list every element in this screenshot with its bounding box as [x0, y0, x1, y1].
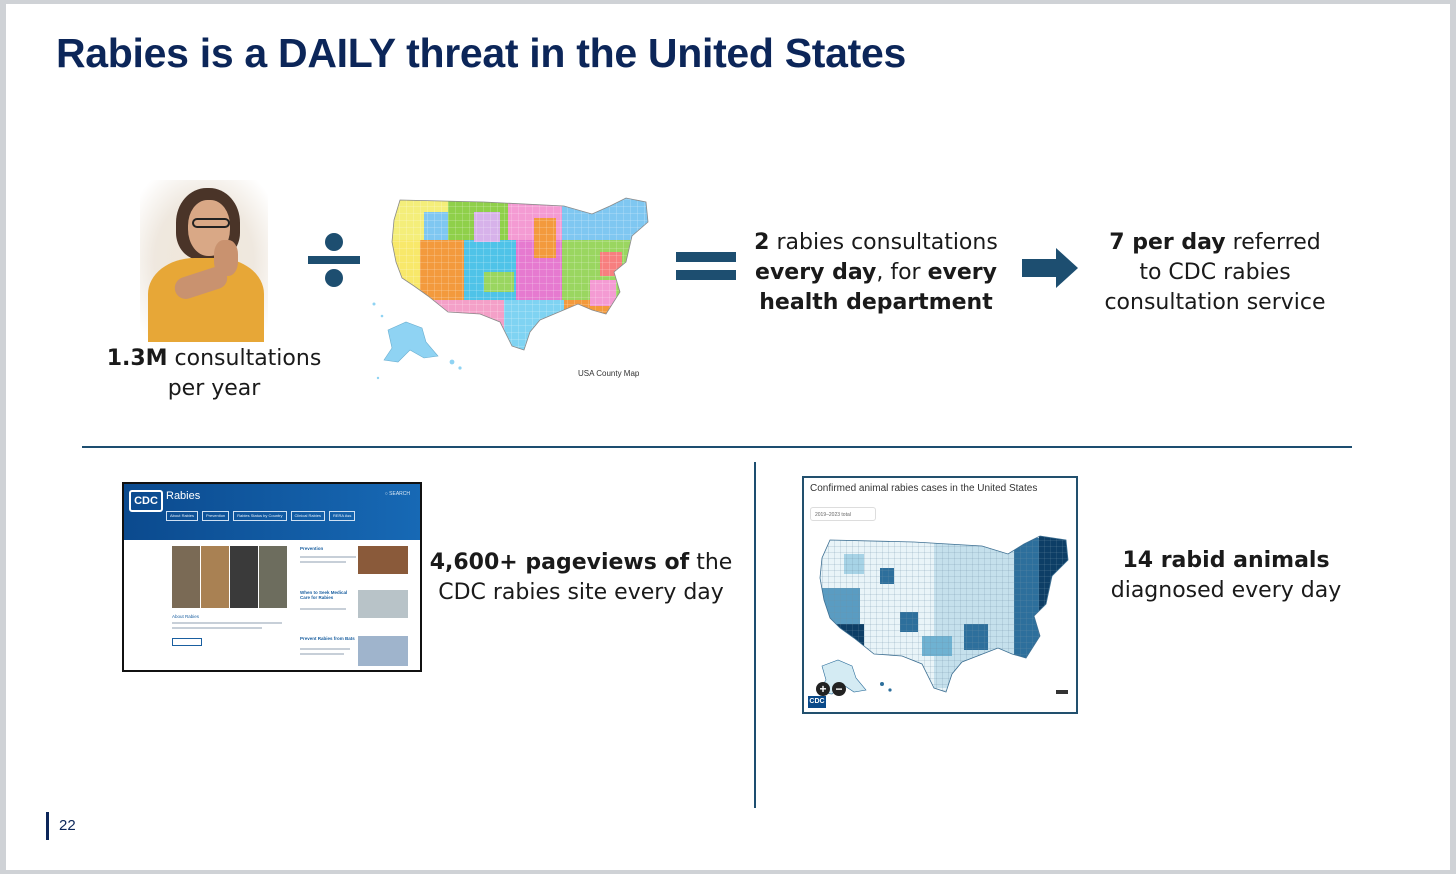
woman-on-phone-photo [140, 180, 268, 342]
slide: Rabies is a DAILY threat in the United S… [6, 4, 1450, 870]
usa-county-map: USA County Map [372, 197, 649, 380]
rabid-animals-text: 14 rabid animals diagnosed every day [1110, 548, 1342, 603]
site-title: Rabies [166, 490, 201, 502]
year-range-select[interactable]: 2019–2023 total [810, 507, 876, 521]
cdc-logo: CDC [129, 490, 163, 512]
daily-consultations-text: 2 rabies consultations every day, for ev… [754, 230, 998, 315]
usa-map-caption: USA County Map [578, 369, 640, 378]
vertical-divider [754, 462, 756, 808]
arrow-right-icon [1022, 248, 1078, 288]
zoom-out-button[interactable]: − [832, 682, 846, 696]
divide-icon [308, 233, 360, 287]
site-nav: About Rabies Prevention Rabies Status by… [166, 511, 356, 521]
pageviews-text: 4,600+ pageviews of the CDC rabies site … [429, 550, 733, 605]
rabies-cases-map [817, 535, 1069, 695]
equals-icon [676, 252, 736, 280]
page-number-bar [46, 812, 49, 840]
horizontal-divider [82, 446, 1352, 448]
site-search: ○ SEARCH [384, 491, 410, 497]
rabies-map-title: Confirmed animal rabies cases in the Uni… [810, 483, 1038, 494]
slide-title: Rabies is a DAILY threat in the United S… [56, 30, 907, 76]
cdc-rabies-site-screenshot: CDC Rabies ○ SEARCH About Rabies Prevent… [122, 482, 422, 672]
cdc-logo-small: CDC [808, 696, 826, 708]
referred-to-cdc-text: 7 per day referred to CDC rabies consult… [1104, 230, 1326, 315]
zoom-in-button[interactable]: + [816, 682, 830, 696]
page-number: 22 [59, 817, 76, 834]
rabies-cases-map-panel: Confirmed animal rabies cases in the Uni… [802, 476, 1078, 714]
consultations-per-year: 1.3M consultations per year [106, 346, 322, 401]
